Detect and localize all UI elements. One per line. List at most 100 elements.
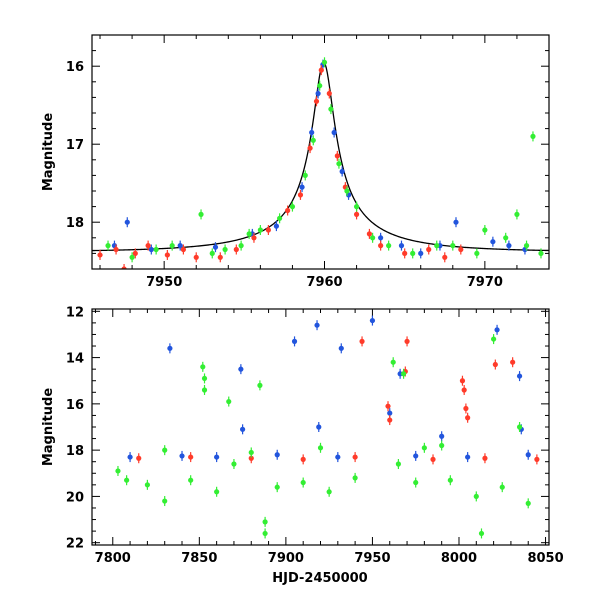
data-point — [273, 223, 280, 229]
y-tick-label: 14 — [66, 352, 84, 367]
data-point — [124, 477, 130, 483]
x-tick-label: 8000 — [441, 551, 477, 566]
x-tick-label: 7960 — [306, 275, 342, 290]
data-point — [162, 447, 168, 453]
data-point — [465, 415, 471, 421]
data-point — [366, 231, 373, 237]
bottom-y-axis-title: Magnitude — [41, 388, 56, 467]
data-point — [410, 250, 416, 256]
data-point — [523, 243, 530, 249]
data-point — [238, 243, 244, 249]
data-point — [490, 239, 496, 245]
data-point — [302, 172, 308, 178]
data-point — [447, 477, 453, 483]
data-point — [402, 250, 408, 256]
data-point — [439, 442, 445, 449]
data-point — [214, 489, 220, 495]
data-point — [344, 188, 350, 194]
data-point — [212, 244, 219, 250]
data-point — [458, 246, 464, 253]
data-point — [491, 336, 497, 342]
data-point — [193, 254, 199, 260]
data-point — [387, 410, 393, 416]
top-x-tick-labels: 7950 7960 7970 — [146, 275, 503, 290]
data-point — [257, 227, 263, 233]
data-point — [316, 424, 322, 430]
data-point — [398, 243, 405, 249]
top-data-points — [97, 57, 544, 269]
data-point — [400, 371, 407, 377]
top-plot-frame — [91, 34, 550, 270]
y-tick-label: 17 — [66, 138, 84, 153]
data-point — [430, 456, 436, 462]
data-point — [492, 361, 498, 368]
data-point — [534, 456, 540, 462]
data-point — [274, 452, 280, 458]
data-point — [473, 493, 479, 500]
data-point — [129, 254, 135, 260]
data-point — [453, 219, 459, 225]
top-y-axis-title: Magnitude — [41, 113, 56, 192]
data-point — [413, 453, 419, 459]
data-point — [370, 235, 376, 241]
data-point — [404, 338, 410, 344]
data-point — [214, 454, 220, 460]
data-point — [164, 252, 170, 258]
data-point — [503, 235, 509, 241]
x-tick-label: 7800 — [95, 551, 131, 566]
data-point — [136, 455, 142, 461]
data-point — [233, 246, 239, 253]
data-point — [442, 254, 448, 260]
data-point — [162, 498, 168, 504]
data-point — [426, 246, 432, 253]
data-point — [309, 129, 315, 136]
data-point — [514, 211, 520, 217]
data-point — [478, 530, 485, 537]
data-point — [289, 204, 296, 210]
data-point — [359, 338, 365, 344]
x-tick-label: 7950 — [146, 275, 182, 290]
data-point — [434, 243, 440, 249]
data-point — [179, 453, 185, 459]
data-point — [474, 250, 480, 256]
data-point — [145, 243, 151, 249]
data-point — [421, 445, 427, 451]
data-point — [277, 215, 283, 221]
data-point — [385, 403, 391, 409]
light-curve-full-panel: 7800 7850 7900 7950 8000 8050 12 14 16 18 20 22 Ma… — [41, 305, 564, 586]
data-point — [262, 530, 268, 537]
y-tick-label: 12 — [66, 305, 84, 320]
data-point — [209, 250, 215, 256]
data-point — [246, 231, 252, 237]
data-point — [144, 482, 150, 488]
x-tick-label: 7970 — [467, 275, 503, 290]
data-point — [378, 235, 384, 241]
light-curve-zoom-panel: 7950 7960 7970 16 17 18 Magnitude — [41, 34, 550, 290]
bottom-x-tick-labels: 7800 7850 7900 7950 8000 8050 — [95, 551, 564, 566]
data-point — [530, 133, 536, 139]
x-tick-label: 7850 — [181, 551, 217, 566]
data-point — [482, 227, 488, 233]
data-point — [274, 484, 280, 490]
y-tick-label: 16 — [66, 398, 84, 413]
data-point — [285, 207, 291, 214]
data-point — [248, 455, 254, 461]
data-point — [352, 475, 358, 481]
data-point — [313, 98, 320, 104]
data-point — [482, 455, 488, 461]
data-point — [240, 426, 246, 432]
bottom-y-tick-labels: 12 14 16 18 20 22 — [66, 305, 84, 551]
data-point — [127, 454, 133, 460]
data-point — [459, 378, 466, 384]
data-point — [510, 359, 516, 365]
data-point — [525, 500, 531, 506]
data-point — [177, 243, 183, 249]
data-point — [297, 192, 304, 198]
data-point — [310, 137, 316, 143]
data-point — [317, 445, 324, 451]
top-model-curve — [92, 61, 549, 252]
data-point — [201, 375, 208, 382]
data-point — [262, 519, 268, 525]
data-point — [386, 243, 392, 249]
bottom-plot-frame — [91, 308, 550, 546]
